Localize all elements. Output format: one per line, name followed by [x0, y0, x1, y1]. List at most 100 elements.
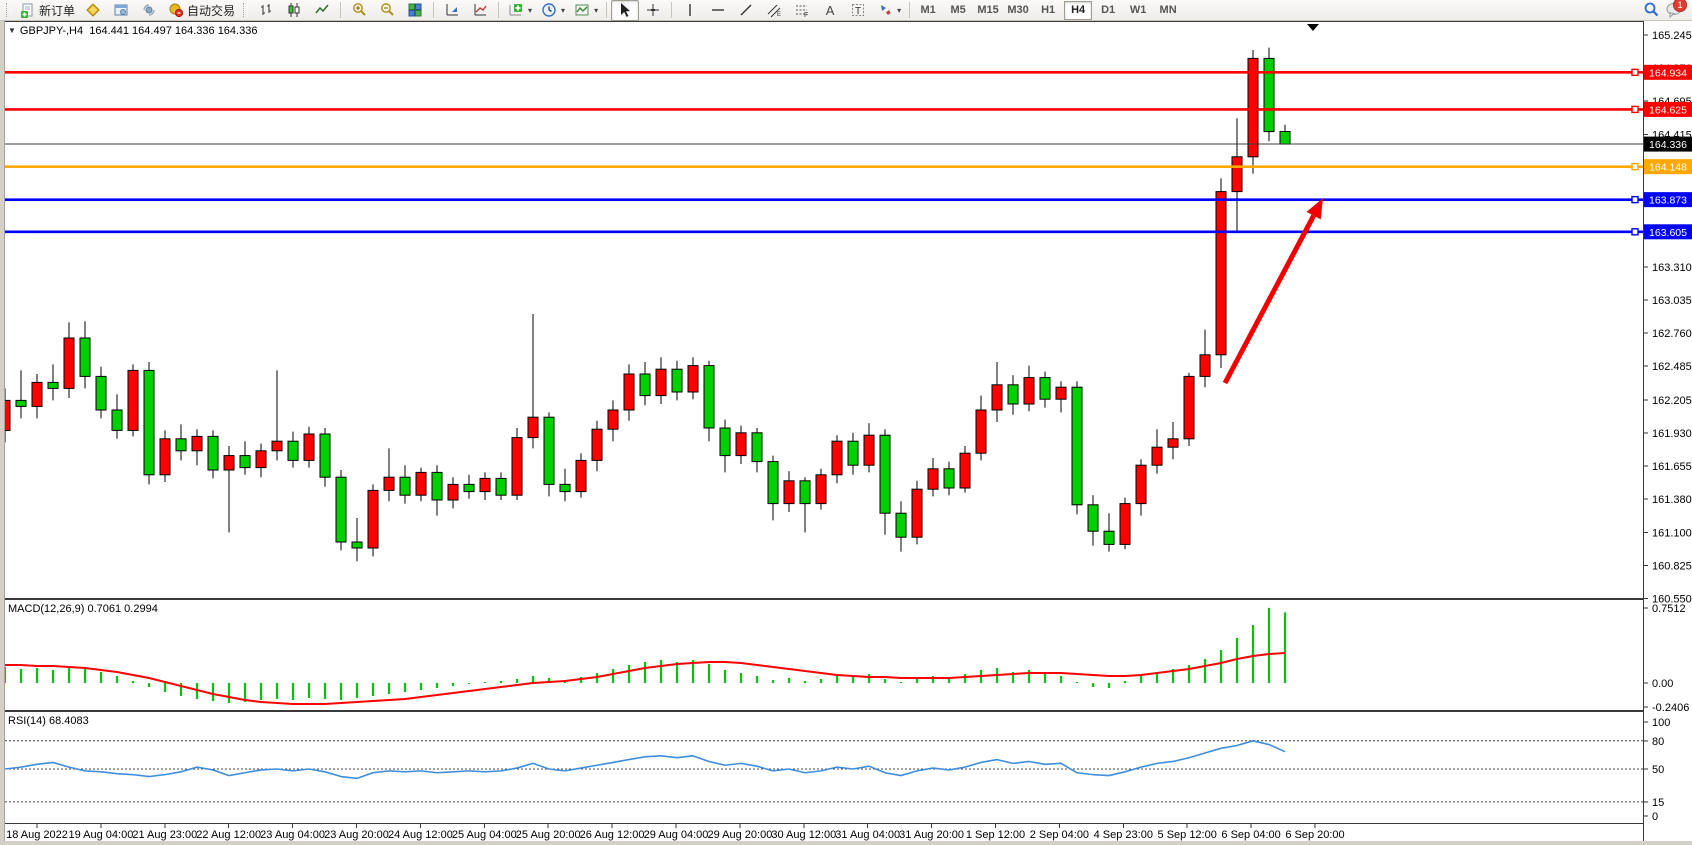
zoom-in-button[interactable]	[345, 0, 373, 21]
toolbar-grip[interactable]	[6, 3, 11, 17]
toolbar-separator	[340, 2, 342, 18]
rsi-pane[interactable]	[4, 711, 1644, 824]
timeframe-M1[interactable]: M1	[920, 4, 936, 16]
line-handle[interactable]	[1631, 68, 1639, 77]
bull-candle	[303, 433, 315, 461]
rsi-tick-label: 0	[1652, 811, 1658, 823]
market-watch-icon	[85, 2, 102, 19]
bull-candle	[511, 437, 523, 496]
rsi-axis[interactable]: 100 80 50 15 0	[1643, 717, 1670, 823]
price-pane[interactable]	[4, 21, 1644, 599]
chart-candles-button[interactable]	[280, 0, 308, 21]
bull-candle	[367, 489, 379, 549]
crosshair-tool-button[interactable]	[639, 0, 667, 21]
auto-trading-icon	[167, 2, 184, 19]
time-tick-label: 25 Aug 04:00	[452, 829, 517, 841]
text-label-icon: T	[850, 2, 867, 19]
add-indicator-button[interactable]: ▾	[503, 0, 536, 21]
line-price-label: 164.934	[1649, 67, 1687, 79]
chart-line-button[interactable]	[308, 0, 336, 21]
indicator-window-button[interactable]	[438, 0, 466, 21]
line-price-label: 163.605	[1649, 227, 1687, 239]
text-tool-button[interactable]: A	[816, 0, 844, 21]
chart-title-caret-icon[interactable]: ▼	[8, 26, 16, 35]
bull-candle	[1023, 377, 1035, 405]
line-handle[interactable]	[1631, 195, 1639, 204]
bear-candle	[1071, 386, 1083, 506]
trend-arrow-head[interactable]	[1306, 198, 1323, 220]
notifications-icon[interactable]: 1	[1665, 0, 1687, 19]
chart-bars-button[interactable]	[252, 0, 280, 21]
timeframe-M30[interactable]: M30	[1007, 4, 1029, 16]
search-icon[interactable]	[1642, 2, 1659, 19]
timeframe-H1[interactable]: H1	[1041, 4, 1056, 16]
trend-arrow-shaft[interactable]	[1222, 214, 1316, 385]
signals-button[interactable]	[135, 0, 163, 21]
indicator-list-button[interactable]	[466, 0, 494, 21]
toolbar-grip[interactable]	[243, 3, 249, 17]
add-indicator-icon	[507, 2, 524, 19]
timeframe-W1[interactable]: W1	[1129, 4, 1147, 16]
time-tick-label: 25 Aug 20:00	[516, 829, 581, 841]
bear-candle	[399, 476, 411, 496]
channel-tool-button[interactable]: E	[760, 0, 788, 21]
bull-candle	[815, 474, 827, 505]
add-indicator-caret: ▾	[528, 5, 533, 15]
bear-candle	[719, 427, 731, 457]
new-order-button[interactable]: 新订单	[15, 0, 79, 21]
time-axis[interactable]: 18 Aug 2022 19 Aug 04:00 21 Aug 23:00 22 Au…	[6, 824, 1345, 841]
cursor-tool-button[interactable]	[611, 0, 640, 21]
price-tick-label: 160.825	[1652, 560, 1692, 572]
bear-candle	[463, 483, 475, 493]
vertical-line-tool-button[interactable]	[676, 0, 704, 21]
line-handle[interactable]	[1631, 162, 1639, 171]
bull-candle	[991, 384, 1003, 411]
timeframe-D1[interactable]: D1	[1101, 4, 1116, 16]
bull-candle	[927, 468, 939, 490]
macd-tick-label: 0.7512	[1652, 603, 1686, 615]
bear-candle	[895, 512, 907, 538]
trend-arrow[interactable]	[1222, 198, 1323, 385]
timeframe-M5[interactable]: M5	[950, 4, 966, 16]
bull-candle	[1215, 191, 1227, 356]
time-tick-label: 19 Aug 04:00	[68, 829, 133, 841]
horizontal-line-tool-button[interactable]	[704, 0, 732, 21]
bid-price-label-box	[1644, 136, 1692, 152]
auto-trading-button[interactable]: 自动交易	[163, 0, 239, 21]
timeframe-M15[interactable]: M15	[977, 4, 999, 16]
text-icon: A	[825, 2, 835, 18]
data-window-button[interactable]	[107, 0, 135, 21]
bear-candle	[79, 337, 91, 377]
text-label-tool-button[interactable]: T	[844, 0, 872, 21]
time-tick-label: 29 Aug 04:00	[644, 829, 709, 841]
bear-candle	[799, 480, 811, 505]
market-watch-button[interactable]	[79, 0, 107, 21]
time-tick-label: 31 Aug 20:00	[899, 829, 964, 841]
macd-pane[interactable]	[4, 599, 1644, 711]
price-tick-label: 163.035	[1652, 295, 1692, 307]
bear-candle	[751, 432, 763, 463]
bear-candle	[703, 365, 715, 429]
macd-axis[interactable]: 0.7512 0.00 -0.2406	[1643, 603, 1689, 714]
timeframe-H4[interactable]: H4	[1064, 0, 1093, 20]
line-handle[interactable]	[1631, 105, 1639, 114]
trendline-icon	[738, 2, 755, 19]
time-tick-label: 4 Sep 23:00	[1094, 829, 1153, 841]
tile-windows-button[interactable]	[401, 0, 429, 21]
toolbar-separator	[498, 2, 500, 18]
period-caret: ▾	[561, 5, 566, 15]
candlestick-chart-icon	[286, 2, 303, 19]
zoom-out-button[interactable]	[373, 0, 401, 21]
arrows-tool-button[interactable]: ▾	[872, 0, 905, 21]
bull-candle	[655, 368, 667, 397]
bull-candle	[623, 373, 635, 411]
timeframe-MN[interactable]: MN	[1159, 4, 1177, 16]
trendline-tool-button[interactable]	[732, 0, 760, 21]
fibonacci-tool-button[interactable]: F	[788, 0, 816, 21]
line-price-label: 163.873	[1649, 195, 1687, 207]
chart-shift-marker[interactable]	[1307, 24, 1319, 31]
period-button[interactable]: ▾	[536, 0, 569, 21]
line-handle[interactable]	[1631, 228, 1639, 236]
template-button[interactable]: ▾	[569, 0, 602, 21]
